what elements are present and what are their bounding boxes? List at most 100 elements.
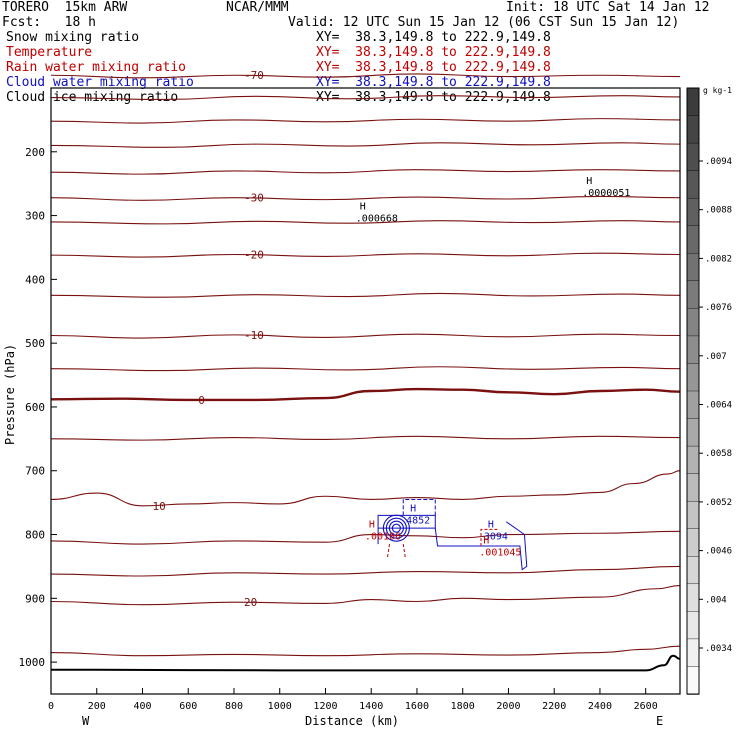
x-tick-label: 400 [133, 701, 151, 712]
y-tick-label: 1000 [19, 656, 46, 669]
colorbar-tick-label: .0076 [705, 303, 732, 313]
colorbar-swatch [686, 638, 700, 668]
colorbar-tick-label: .0034 [705, 644, 732, 654]
x-tick-label: 1000 [268, 701, 292, 712]
isotherm-line [50, 585, 681, 606]
maximum-marker: H [586, 176, 592, 187]
colorbar-swatch [686, 500, 700, 530]
isotherm-line [50, 645, 681, 657]
x-axis-label: Distance (km) [305, 714, 399, 728]
colorbar-tick-label: .0046 [705, 547, 732, 557]
maximum-marker: H [488, 519, 494, 530]
isotherm-line [50, 292, 681, 298]
colorbar-swatch [686, 142, 700, 172]
isotherm-label: 20 [244, 596, 257, 609]
model-name: TORERO 15km ARW [2, 0, 128, 15]
colorbar-swatch [686, 390, 700, 420]
init-time: Init: 18 UTC Sat 14 Jan 12 [506, 0, 710, 15]
colorbar-swatch [686, 253, 700, 282]
colorbar-swatch [686, 87, 700, 117]
x-tick-label: 1400 [359, 701, 383, 712]
field-xy-snow: XY= 38.3,149.8 to 222.9,149.8 [316, 30, 551, 45]
x-tick-label: 2000 [496, 701, 520, 712]
colorbar-tick-label: .0082 [705, 254, 732, 264]
field-xy-cloud-water: XY= 38.3,149.8 to 222.9,149.8 [316, 75, 551, 90]
maximum-value: .00106 [365, 531, 401, 542]
colorbar-swatch [686, 611, 700, 640]
colorbar-swatch [686, 197, 700, 227]
colorbar-tick-label: .0088 [705, 206, 732, 216]
isotherm-line [50, 142, 681, 148]
isotherm-label: -70 [244, 69, 264, 82]
x-tick-label: 2400 [588, 701, 612, 712]
cloud-water-contour [434, 521, 528, 571]
maximum-value: .001045 [479, 547, 521, 558]
colorbar-swatch [686, 363, 700, 392]
field-xy-rain: XY= 38.3,149.8 to 222.9,149.8 [316, 60, 551, 75]
colorbar-tick-label: .0058 [705, 449, 732, 459]
y-tick-label: 800 [25, 529, 45, 542]
y-tick-label: 300 [25, 210, 45, 223]
y-tick-label: 600 [25, 401, 45, 414]
x-tick-label: 1600 [405, 701, 429, 712]
maximum-marker: H [360, 202, 366, 213]
colorbar-swatch [686, 280, 700, 310]
colorbar-swatch [686, 666, 700, 695]
colorbar-tick-label: .0064 [705, 401, 732, 411]
x-tick-label: 0 [48, 701, 54, 712]
colorbar-unit: g kg-1 [703, 86, 732, 95]
colorbar-tick-label: .0052 [705, 498, 732, 508]
isotherm-line [50, 435, 681, 441]
isotherm-label: -10 [244, 329, 264, 342]
maximum-marker: H [410, 503, 416, 514]
y-axis-label: Pressure (hPa) [3, 344, 17, 445]
isotherm-line [50, 333, 681, 339]
maximum-marker: H [483, 535, 489, 546]
colorbar-swatch [686, 170, 700, 199]
colorbar-swatch [686, 583, 700, 613]
y-tick-label: 500 [25, 337, 45, 350]
colorbar-tick-label: .0094 [705, 157, 732, 167]
isotherm-line [50, 366, 681, 372]
isotherm-line [50, 169, 681, 175]
maximum-value: 3094 [484, 531, 508, 542]
isotherm-label: -20 [244, 248, 264, 261]
colorbar-swatch [686, 115, 700, 144]
field-name-rain: Rain water mixing ratio [6, 60, 187, 75]
terrain-line [51, 654, 681, 672]
x-tick-label: 1800 [451, 701, 475, 712]
colorbar: .0094 .0088 .0082 .0076 .007 .0064 .0058 .0052.… [686, 87, 732, 695]
isotherm-line [50, 252, 681, 258]
colorbar-swatch [686, 528, 700, 557]
mixing-ratio-contours [377, 498, 528, 571]
axes: 0 200 400 600 800 1000 1200 1400 1600 1800 2000 220… [19, 146, 658, 712]
colorbar-swatch [686, 418, 700, 447]
colorbar-swatch [686, 308, 700, 337]
y-tick-label: 400 [25, 273, 45, 286]
field-xy-temperature: XY= 38.3,149.8 to 222.9,149.8 [316, 45, 551, 60]
x-tick-label: 1200 [313, 701, 337, 712]
isotherm-line [50, 118, 681, 124]
x-tick-label: 2600 [634, 701, 658, 712]
rain-water-contour [386, 544, 407, 559]
isotherm-line [50, 95, 681, 101]
colorbar-swatch [686, 445, 700, 475]
plot-frame [50, 87, 681, 695]
colorbar-frame [686, 87, 700, 695]
isotherm-line [50, 470, 681, 507]
rain-water-contour [480, 528, 500, 547]
isotherm-label: 10 [152, 500, 165, 513]
maximum-value: 4852 [406, 515, 430, 526]
colorbar-tick-label: .007 [705, 352, 727, 362]
x-tick-label: 600 [179, 701, 197, 712]
colorbar-tick-label: .004 [705, 595, 727, 605]
isotherm-line [50, 387, 681, 402]
maximum-marker: H [369, 519, 375, 530]
colorbar-swatch [686, 335, 700, 365]
isotherm-line [50, 195, 681, 201]
forecast-hour: Fcst: 18 h [2, 15, 96, 30]
maximum-value: .0000051 [582, 188, 630, 199]
cloud-ice-contour [402, 498, 436, 516]
x-tick-label: 2200 [542, 701, 566, 712]
y-tick-label: 700 [25, 465, 45, 478]
